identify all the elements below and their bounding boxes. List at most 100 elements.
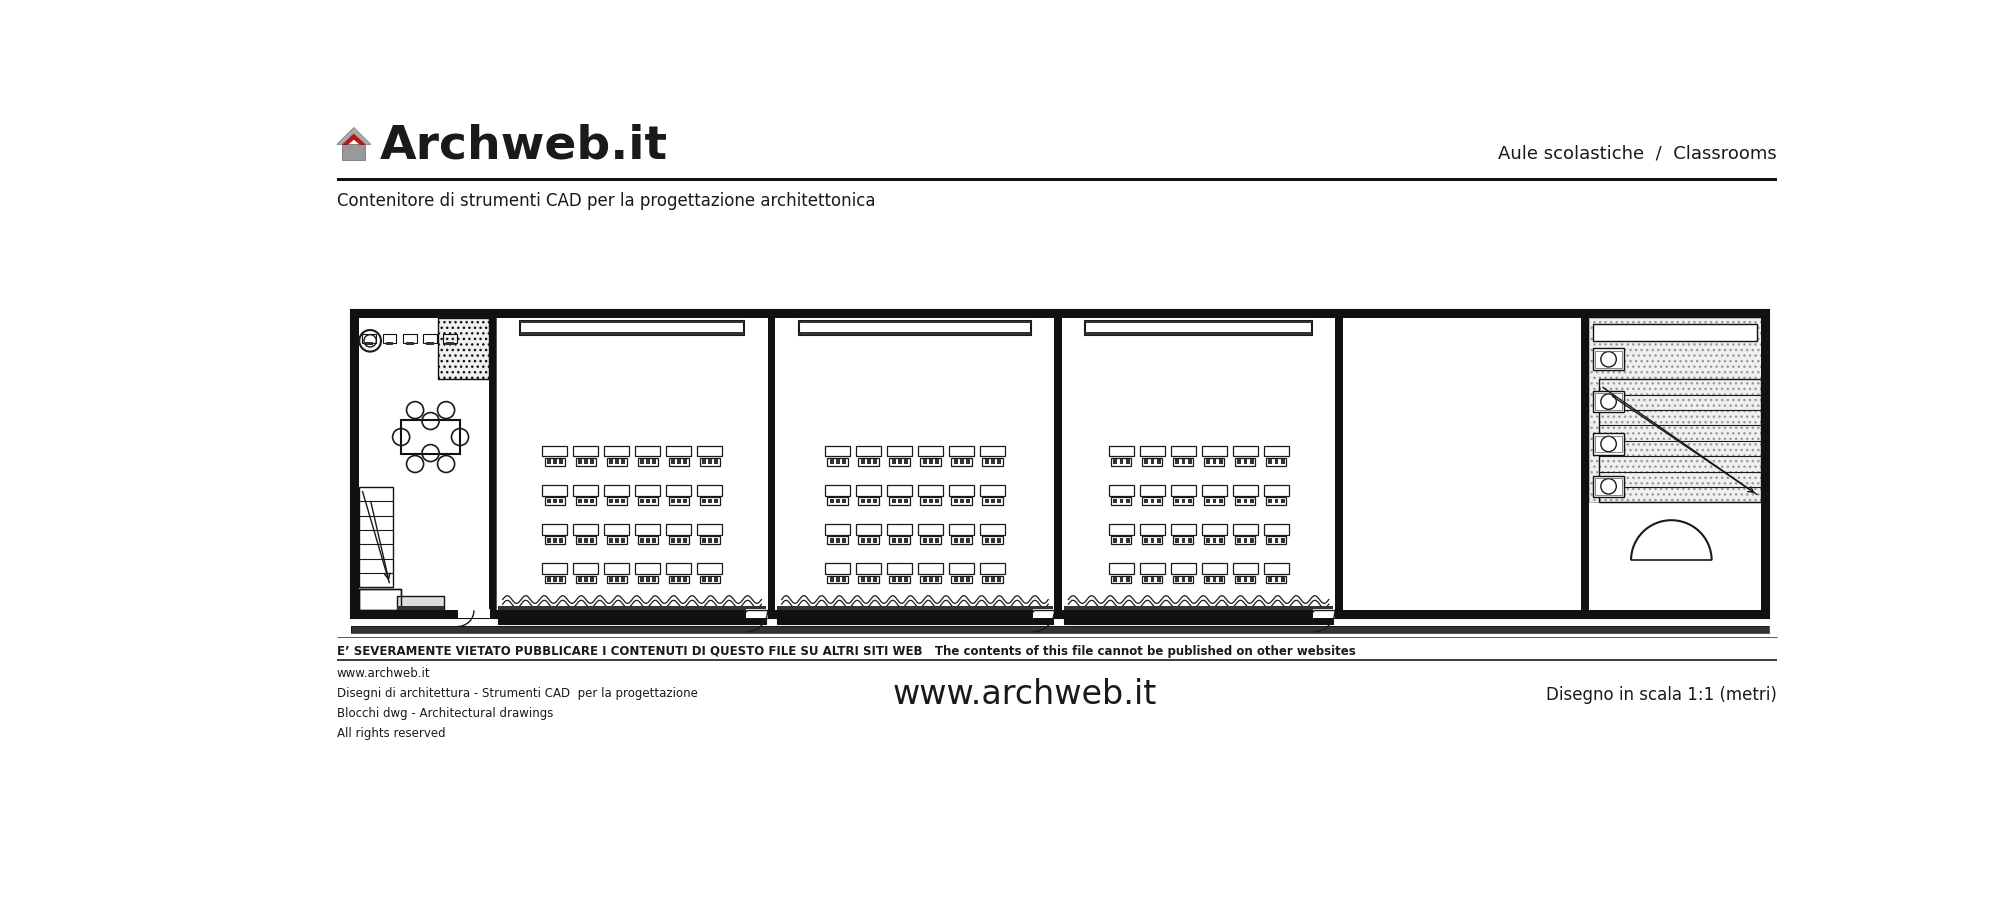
Bar — [574, 524, 598, 535]
Bar — [668, 458, 688, 466]
Bar — [798, 321, 1032, 323]
Bar — [616, 577, 618, 582]
Bar — [888, 524, 912, 535]
Bar — [646, 499, 650, 503]
Bar — [590, 459, 594, 464]
Bar — [890, 576, 910, 584]
Bar — [708, 459, 712, 464]
Bar — [866, 499, 870, 503]
Bar — [798, 332, 1032, 335]
Bar — [498, 607, 766, 610]
Bar — [960, 499, 964, 503]
Bar — [1108, 446, 1134, 457]
Bar — [1182, 499, 1186, 503]
Bar — [966, 538, 970, 543]
Bar — [922, 538, 926, 543]
Bar — [584, 459, 588, 464]
Bar — [830, 538, 834, 543]
Bar — [702, 459, 706, 464]
Bar — [678, 499, 680, 503]
Bar — [678, 577, 680, 582]
Bar — [922, 499, 926, 503]
Bar — [1280, 459, 1284, 464]
Polygon shape — [336, 127, 370, 145]
Bar — [874, 499, 876, 503]
Bar — [858, 536, 878, 544]
Bar — [936, 459, 938, 464]
Bar — [776, 607, 1052, 610]
Bar — [1212, 577, 1216, 582]
Bar — [1244, 577, 1248, 582]
Bar — [700, 458, 720, 466]
Bar — [698, 564, 722, 574]
Text: Archweb.it: Archweb.it — [380, 124, 668, 168]
Bar — [1274, 538, 1278, 543]
Bar — [980, 485, 1004, 496]
Bar — [442, 334, 456, 343]
Bar — [1142, 576, 1162, 584]
Bar — [1174, 497, 1194, 505]
Bar — [1140, 564, 1164, 574]
Bar — [950, 485, 974, 496]
Bar — [998, 577, 1000, 582]
Bar — [622, 538, 626, 543]
Bar — [860, 499, 864, 503]
Bar — [874, 459, 876, 464]
Bar — [1250, 538, 1254, 543]
Bar — [982, 497, 1002, 505]
Bar — [638, 497, 658, 505]
Bar — [406, 342, 414, 346]
Bar — [920, 458, 940, 466]
Bar — [542, 524, 566, 535]
Bar — [1054, 310, 1062, 618]
Bar — [966, 499, 970, 503]
Bar — [892, 538, 896, 543]
Bar — [640, 577, 644, 582]
Bar — [890, 536, 910, 544]
Bar — [1212, 538, 1216, 543]
Bar — [982, 576, 1002, 584]
Bar — [544, 458, 564, 466]
Text: Contenitore di strumenti CAD per la progettazione architettonica: Contenitore di strumenti CAD per la prog… — [336, 192, 876, 210]
Bar — [842, 459, 846, 464]
Bar — [606, 536, 626, 544]
Bar — [952, 576, 972, 584]
Bar — [1762, 310, 1770, 618]
Bar — [768, 310, 776, 618]
Bar — [578, 459, 582, 464]
Bar — [1268, 459, 1272, 464]
Bar — [652, 538, 656, 543]
Bar — [698, 485, 722, 496]
Bar — [888, 446, 912, 457]
Bar — [1250, 459, 1254, 464]
Bar — [1188, 577, 1192, 582]
Bar — [708, 538, 712, 543]
Bar — [1140, 524, 1164, 535]
Bar — [358, 588, 402, 610]
Bar — [798, 321, 1032, 335]
Bar — [1206, 577, 1210, 582]
Bar — [920, 536, 940, 544]
Bar — [554, 499, 556, 503]
Bar — [1086, 321, 1312, 323]
Bar — [1182, 577, 1186, 582]
Bar — [1112, 458, 1132, 466]
Bar — [1142, 497, 1162, 505]
Bar — [874, 538, 876, 543]
Bar — [1120, 577, 1124, 582]
Bar — [1170, 524, 1196, 535]
Bar — [826, 524, 850, 535]
Bar — [1120, 538, 1124, 543]
Bar — [1232, 564, 1258, 574]
Bar — [1108, 485, 1134, 496]
Bar — [1150, 577, 1154, 582]
Bar — [1174, 576, 1194, 584]
Bar — [826, 564, 850, 574]
Bar — [636, 524, 660, 535]
Bar — [576, 576, 596, 584]
Bar — [842, 538, 846, 543]
Bar — [1244, 538, 1248, 543]
Bar — [980, 564, 1004, 574]
Bar — [350, 626, 1770, 633]
Bar — [684, 577, 688, 582]
